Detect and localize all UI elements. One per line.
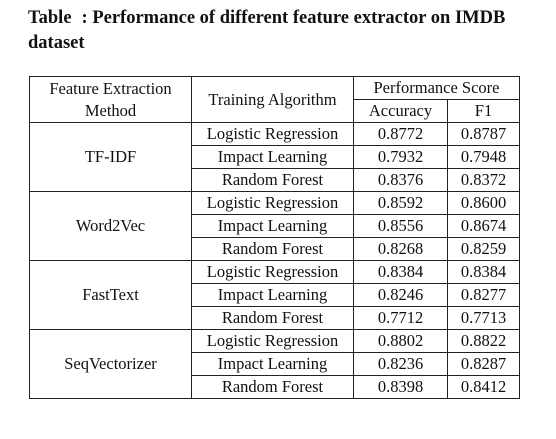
- algorithm-cell: Impact Learning: [191, 214, 354, 238]
- table-row: Random Forest 0.8376 0.8372: [30, 168, 520, 192]
- f1-cell: 0.7948: [447, 145, 520, 169]
- table-row: Impact Learning 0.8236 0.8287: [30, 352, 520, 376]
- accuracy-cell: 0.8772: [353, 122, 448, 146]
- f1-cell: 0.8600: [447, 191, 520, 215]
- f1-cell: 0.8822: [447, 329, 520, 353]
- method-cell: TF-IDF: [29, 122, 192, 192]
- f1-cell: 0.8674: [447, 214, 520, 238]
- header-method: Feature Extraction Method: [29, 76, 192, 123]
- algorithm-cell: Impact Learning: [191, 145, 354, 169]
- caption-text: : Performance of different feature extra…: [28, 8, 506, 53]
- algorithm-cell: Impact Learning: [191, 352, 354, 376]
- algorithm-cell: Logistic Regression: [191, 329, 354, 353]
- table-row: Impact Learning 0.8556 0.8674: [30, 214, 520, 238]
- table-caption: Table: Performance of different feature …: [28, 6, 538, 56]
- accuracy-cell: 0.8268: [353, 237, 448, 261]
- table-row: Impact Learning 0.8246 0.8277: [30, 283, 520, 307]
- header-method-line2: Method: [84, 100, 137, 120]
- accuracy-cell: 0.8556: [353, 214, 448, 238]
- table-body: TF-IDF Logistic Regression 0.8772 0.8787 Imp…: [29, 122, 520, 399]
- accuracy-cell: 0.8236: [353, 352, 448, 376]
- table-row: Word2Vec Logistic Regression 0.8592 0.8600: [29, 191, 520, 261]
- table-row: Random Forest 0.7712 0.7713: [30, 306, 520, 330]
- accuracy-cell: 0.8376: [353, 168, 448, 192]
- table-row: Random Forest 0.8268 0.8259: [30, 237, 520, 261]
- table-row: FastText Logistic Regression 0.8384 0.8384: [29, 260, 520, 330]
- caption-label: Table: [28, 8, 72, 28]
- header-method-line1: Feature Extraction: [49, 78, 172, 98]
- header-accuracy: Accuracy: [353, 99, 448, 123]
- accuracy-cell: 0.8398: [353, 375, 448, 399]
- accuracy-cell: 0.8246: [353, 283, 448, 307]
- f1-cell: 0.8384: [447, 260, 520, 284]
- algorithm-cell: Random Forest: [191, 168, 354, 192]
- table-row: Impact Learning 0.7932 0.7948: [30, 145, 520, 169]
- accuracy-cell: 0.7712: [353, 306, 448, 330]
- f1-cell: 0.8372: [447, 168, 520, 192]
- method-cell: FastText: [29, 260, 192, 330]
- algorithm-cell: Logistic Regression: [191, 260, 354, 284]
- algorithm-cell: Logistic Regression: [191, 122, 354, 146]
- f1-cell: 0.7713: [447, 306, 520, 330]
- f1-cell: 0.8277: [447, 283, 520, 307]
- table-row: Random Forest 0.8398 0.8412: [30, 375, 520, 399]
- header-performance: Performance Score: [353, 76, 520, 100]
- results-table: Feature Extraction Method Training Algor…: [29, 76, 520, 399]
- method-cell: SeqVectorizer: [29, 329, 192, 399]
- method-cell: Word2Vec: [29, 191, 192, 261]
- algorithm-cell: Impact Learning: [191, 283, 354, 307]
- table-row: SeqVectorizer Logistic Regression 0.8802 0.…: [29, 329, 520, 399]
- f1-cell: 0.8787: [447, 122, 520, 146]
- accuracy-cell: 0.8802: [353, 329, 448, 353]
- algorithm-cell: Random Forest: [191, 375, 354, 399]
- f1-cell: 0.8287: [447, 352, 520, 376]
- accuracy-cell: 0.7932: [353, 145, 448, 169]
- algorithm-cell: Logistic Regression: [191, 191, 354, 215]
- table-row: TF-IDF Logistic Regression 0.8772 0.8787: [29, 122, 520, 192]
- accuracy-cell: 0.8592: [353, 191, 448, 215]
- header-algorithm: Training Algorithm: [191, 76, 354, 123]
- f1-cell: 0.8259: [447, 237, 520, 261]
- algorithm-cell: Random Forest: [191, 237, 354, 261]
- header-f1: F1: [447, 99, 520, 123]
- f1-cell: 0.8412: [447, 375, 520, 399]
- algorithm-cell: Random Forest: [191, 306, 354, 330]
- accuracy-cell: 0.8384: [353, 260, 448, 284]
